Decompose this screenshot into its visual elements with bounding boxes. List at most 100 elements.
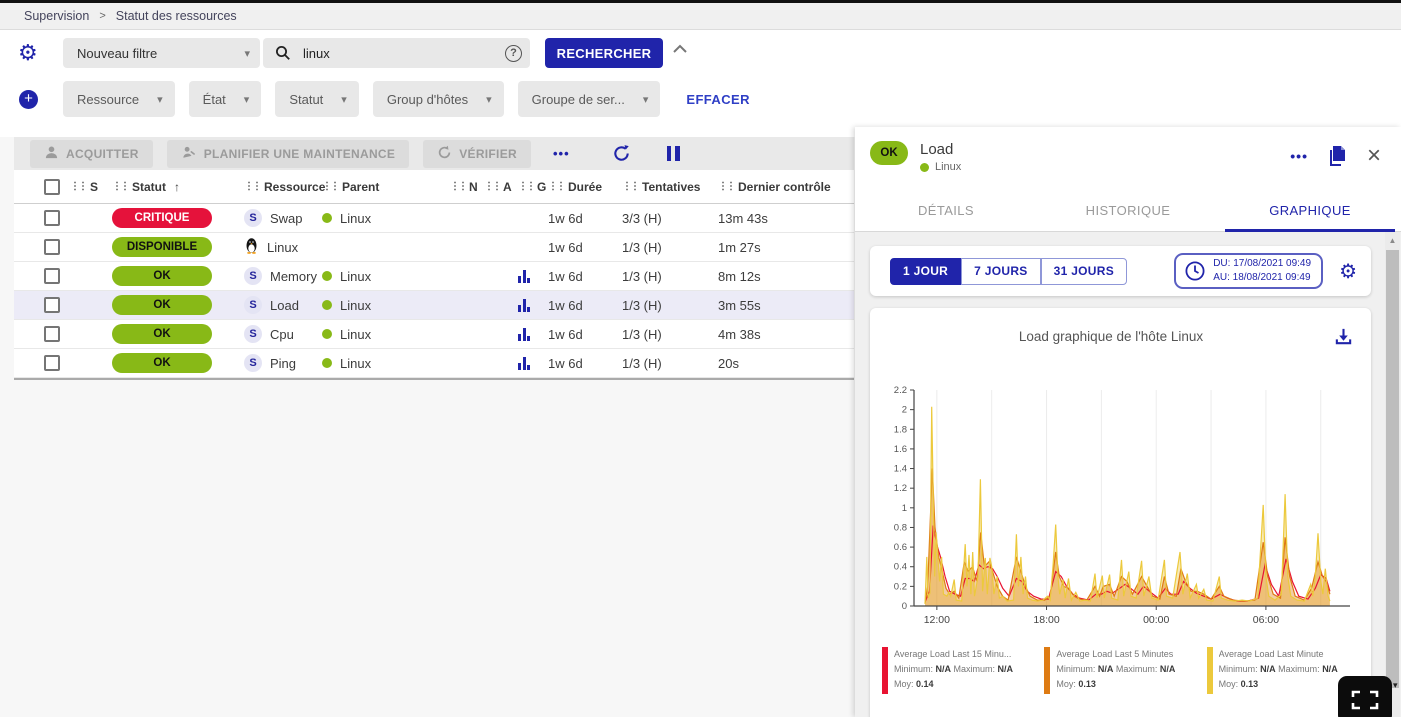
parent-cell[interactable]: Linux <box>322 356 450 371</box>
bar-chart-icon[interactable] <box>518 327 530 341</box>
row-checkbox[interactable] <box>44 297 60 313</box>
filter-criteria-group-d-hotes[interactable]: Group d'hôtes ▾ <box>372 81 504 117</box>
table-row[interactable]: DISPONIBLE Linux 1w 6d 1/3 (H) 1m 27s <box>14 233 854 262</box>
col-parent[interactable]: Parent <box>342 179 380 194</box>
search-input[interactable]: linux ? <box>263 38 530 68</box>
pause-autorefresh-icon[interactable] <box>666 146 680 161</box>
row-checkbox-cell <box>14 268 60 284</box>
chevron-down-icon: ▾ <box>341 93 347 106</box>
resource-cell[interactable]: Linux <box>244 237 322 257</box>
col-status[interactable]: Statut <box>132 179 166 194</box>
parent-cell[interactable]: Linux <box>322 327 450 342</box>
scrollbar-thumb[interactable] <box>1386 250 1399 688</box>
row-checkbox[interactable] <box>44 326 60 342</box>
load-chart[interactable]: 0 0.2 0.4 0.6 0.8 1 1.2 1.4 1.6 1.8 2 2.2 12:00 18:00… <box>880 380 1361 637</box>
col-tries[interactable]: Tentatives <box>642 179 701 194</box>
col-last-check[interactable]: Dernier contrôle <box>738 179 831 194</box>
parent-cell[interactable]: Linux <box>322 298 450 313</box>
range-31-jours[interactable]: 31 JOURS <box>1040 257 1128 285</box>
close-panel-icon[interactable]: × <box>1366 141 1381 169</box>
saved-filter-select[interactable]: Nouveau filtre ▾ <box>63 38 260 68</box>
tab-historique[interactable]: HISTORIQUE <box>1085 203 1171 218</box>
filter-settings-gear-icon[interactable]: ⚙ <box>18 40 38 65</box>
resource-cell[interactable]: S Ping <box>244 354 322 372</box>
copy-link-icon[interactable] <box>1328 145 1347 166</box>
tries-cell: 1/3 (H) <box>622 268 662 284</box>
set-downtime-button[interactable]: PLANIFIER UNE MAINTENANCE <box>166 139 410 168</box>
panel-tabs: DÉTAILS HISTORIQUE GRAPHIQUE <box>855 190 1401 232</box>
col-resource[interactable]: Ressource <box>264 179 326 194</box>
resource-cell[interactable]: S Memory <box>244 267 322 285</box>
bar-chart-icon[interactable] <box>518 269 530 283</box>
filter-area: ⚙ Nouveau filtre ▾ linux ? RECHERCHER + … <box>0 30 1401 137</box>
scroll-up-icon[interactable]: ▲ <box>1388 236 1397 245</box>
clear-filters-button[interactable]: EFFACER <box>686 91 750 107</box>
table-row[interactable]: OK S Ping Linux 1w 6d 1/3 (H) 20s <box>14 349 854 378</box>
date-range-picker[interactable]: DU: 17/08/2021 09:49 AU: 18/08/2021 09:4… <box>1174 253 1324 289</box>
column-drag-icon[interactable]: ⋮⋮ <box>450 181 468 192</box>
column-drag-icon[interactable]: ⋮⋮ <box>622 181 640 192</box>
filter-criteria-etat[interactable]: État ▾ <box>188 81 262 117</box>
collapse-filters-chevron-up-icon[interactable] <box>672 42 688 60</box>
col-graph[interactable]: G <box>537 179 547 194</box>
panel-scrollbar[interactable]: ▲ <box>1385 232 1400 717</box>
panel-more-icon[interactable]: ••• <box>1290 147 1308 164</box>
col-action[interactable]: A <box>503 179 512 194</box>
breadcrumb-item-supervision[interactable]: Supervision <box>24 9 90 23</box>
parent-cell[interactable]: Linux <box>322 269 450 284</box>
select-all-checkbox[interactable] <box>44 178 60 195</box>
resource-cell[interactable]: S Cpu <box>244 325 322 343</box>
legend-item-average-load-last-5-minutes[interactable]: Average Load Last 5 Minutes Minimum: N/A … <box>1044 647 1198 694</box>
filter-criteria-ressource[interactable]: Ressource ▾ <box>63 81 175 117</box>
filter-criteria-groupe-de-ser[interactable]: Groupe de ser... ▾ <box>517 81 661 117</box>
sort-asc-icon[interactable]: ↑ <box>174 179 180 194</box>
column-drag-icon[interactable]: ⋮⋮ <box>484 181 502 192</box>
search-help-icon[interactable]: ? <box>505 44 522 62</box>
resource-name: Memory <box>270 268 317 284</box>
svg-text:1.4: 1.4 <box>894 464 907 475</box>
col-notes[interactable]: N <box>469 179 478 194</box>
refresh-list-icon[interactable] <box>612 144 631 163</box>
column-drag-icon[interactable]: ⋮⋮ <box>718 181 736 192</box>
row-checkbox[interactable] <box>44 268 60 284</box>
status-badge: DISPONIBLE <box>112 237 212 257</box>
range-1-jour[interactable]: 1 JOUR <box>890 257 962 285</box>
column-drag-icon[interactable]: ⋮⋮ <box>518 181 536 192</box>
column-drag-icon[interactable]: ⋮⋮ <box>70 181 88 192</box>
resource-cell[interactable]: S Load <box>244 296 322 314</box>
range-7-jours[interactable]: 7 JOURS <box>961 257 1041 285</box>
search-button[interactable]: RECHERCHER <box>545 38 663 68</box>
bar-chart-icon[interactable] <box>518 356 530 370</box>
column-drag-icon[interactable]: ⋮⋮ <box>548 181 566 192</box>
check-button[interactable]: VÉRIFIER <box>423 139 531 168</box>
fullscreen-indicator-icon[interactable] <box>1338 676 1392 717</box>
legend-item-average-load-last-minute[interactable]: Average Load Last Minute Minimum: N/A Max… <box>1206 647 1361 694</box>
download-graph-icon[interactable] <box>1334 327 1353 346</box>
col-severity[interactable]: S <box>90 179 99 194</box>
tab-graphique[interactable]: GRAPHIQUE <box>1219 190 1401 232</box>
col-duration[interactable]: Durée <box>568 179 603 194</box>
resource-cell[interactable]: S Swap <box>244 209 322 227</box>
tab-details[interactable]: DÉTAILS <box>917 203 975 218</box>
bar-chart-icon[interactable] <box>518 298 530 312</box>
row-checkbox[interactable] <box>44 210 60 226</box>
legend-item-average-load-last-15-minu[interactable]: Average Load Last 15 Minu... Minimum: N/A… <box>882 647 1036 694</box>
table-row[interactable]: CRITIQUE S Swap Linux 1w 6d 3/3 (H) 13m 43s <box>14 204 854 233</box>
add-criteria-plus-icon[interactable]: + <box>19 90 38 109</box>
table-row[interactable]: OK S Memory Linux 1w 6d 1/3 (H) 8m 12s <box>14 262 854 291</box>
column-drag-icon[interactable]: ⋮⋮ <box>322 181 340 192</box>
parent-name: Linux <box>340 326 372 342</box>
row-checkbox[interactable] <box>44 355 60 371</box>
table-row[interactable]: OK S Cpu Linux 1w 6d 1/3 (H) 4m 38s <box>14 320 854 349</box>
parent-cell[interactable]: Linux <box>322 211 450 226</box>
filter-criteria-statut[interactable]: Statut ▾ <box>275 81 359 117</box>
acknowledge-button[interactable]: ACQUITTER <box>30 139 153 168</box>
column-drag-icon[interactable]: ⋮⋮ <box>112 181 130 192</box>
breadcrumb-item-statut-des-ressources[interactable]: Statut des ressources <box>115 9 237 23</box>
panel-host-name[interactable]: Linux <box>935 161 962 173</box>
graph-settings-gear-icon[interactable]: ⚙ <box>1339 260 1357 283</box>
row-checkbox[interactable] <box>44 239 60 255</box>
table-row[interactable]: OK S Load Linux 1w 6d 1/3 (H) 3m 55s <box>14 291 854 320</box>
column-drag-icon[interactable]: ⋮⋮ <box>244 181 262 192</box>
more-actions-icon[interactable]: ••• <box>552 146 570 161</box>
